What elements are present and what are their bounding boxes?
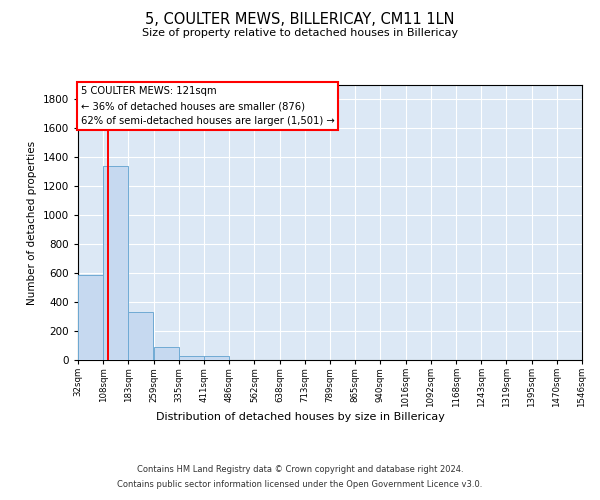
Bar [128,312,154,360]
Text: 5, COULTER MEWS, BILLERICAY, CM11 1LN: 5, COULTER MEWS, BILLERICAY, CM11 1LN [145,12,455,28]
Bar [179,356,204,360]
Text: Distribution of detached houses by size in Billericay: Distribution of detached houses by size … [155,412,445,422]
Text: Contains HM Land Registry data © Crown copyright and database right 2024.: Contains HM Land Registry data © Crown c… [137,465,463,474]
Y-axis label: Number of detached properties: Number of detached properties [27,140,37,304]
Text: Contains public sector information licensed under the Open Government Licence v3: Contains public sector information licen… [118,480,482,489]
Text: 5 COULTER MEWS: 121sqm
← 36% of detached houses are smaller (876)
62% of semi-de: 5 COULTER MEWS: 121sqm ← 36% of detached… [80,86,334,126]
Text: Size of property relative to detached houses in Billericay: Size of property relative to detached ho… [142,28,458,38]
Bar [78,274,103,360]
Bar [205,356,229,360]
Bar [103,166,128,360]
Bar [154,347,179,360]
